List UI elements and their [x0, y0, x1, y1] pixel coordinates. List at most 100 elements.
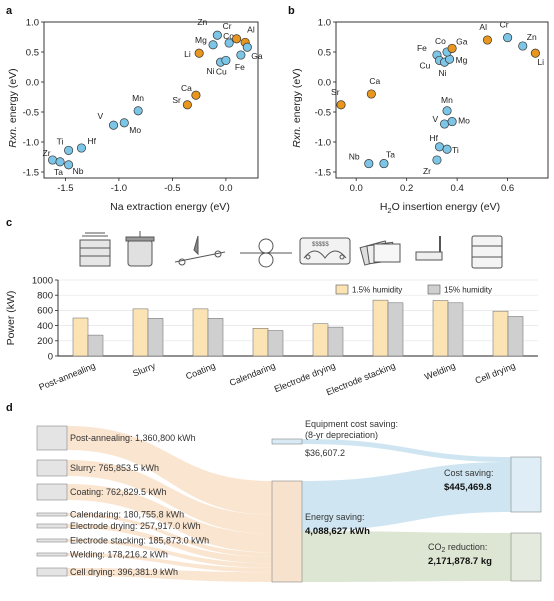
energy-saving-value: 4,088,627 kWh [305, 526, 370, 537]
b-point-Mn [442, 106, 452, 116]
a-point-label-Hf: Hf [87, 136, 96, 146]
a-point-label-Ca: Ca [181, 83, 192, 93]
a-point-Li [194, 48, 204, 58]
co2-title-post: reduction: [445, 542, 487, 552]
a-point-label-Cr: Cr [223, 21, 232, 31]
a-point-label-Ta: Ta [54, 167, 63, 177]
b-point-Cr [503, 33, 513, 43]
a-point-V [109, 120, 119, 130]
equipment-saving-node [271, 438, 303, 445]
a-point-Mn [133, 106, 143, 116]
b-point-label-Cr: Cr [500, 20, 509, 30]
sankey-source-node-2 [36, 483, 68, 501]
b-point-Ti [442, 144, 452, 154]
sankey-flow-source-2 [67, 484, 272, 553]
sankey-flow-source-5 [67, 539, 272, 568]
b-point-label-Zn: Zn [527, 32, 537, 42]
bar-calendaring-15 [267, 330, 284, 357]
equipment-saving-subtitle: (8-yr depreciation) [305, 430, 378, 440]
co2-reduction-title: CO2 reduction: [428, 542, 487, 554]
b-x-axis-title: H2O insertion energy (eV) [380, 201, 500, 215]
b-point-Li [530, 48, 540, 58]
a-point-label-Ga: Ga [251, 51, 263, 61]
sankey-flow-equipment [302, 439, 511, 462]
energy-saving-title: Energy saving: [305, 512, 365, 522]
co2-title-sub: 2 [442, 547, 446, 554]
sankey-source-label-5: Electrode stacking: 185,873.0 kWh [70, 536, 209, 546]
b-point-Ga [447, 43, 457, 53]
a-point-label-V: V [98, 111, 104, 121]
b-y-axis-title-italic: Rxn. [291, 126, 303, 148]
a-point-label-Ni: Ni [207, 66, 215, 76]
b-point-Ta [379, 159, 389, 169]
a-point-Ti [64, 145, 74, 155]
b-point-label-Li: Li [537, 57, 544, 67]
panel-letter-b: b [288, 5, 295, 17]
a-x-axis-title: Na extraction energy (eV) [110, 201, 230, 213]
sankey-flow-source-0 [67, 426, 272, 515]
b-point-label-Ga: Ga [456, 36, 468, 46]
b-point-label-Al: Al [479, 22, 487, 32]
c-y-tick-label: 0 [48, 351, 53, 362]
b-point-label-Ta: Ta [386, 150, 395, 160]
b-x-tick-label: 0.2 [400, 183, 413, 194]
panel-letter-c: c [6, 217, 12, 229]
legend-label-15: 15% humidity [444, 286, 492, 295]
a-x-tick-label: -1.0 [111, 183, 127, 194]
legend-swatch-1.5 [335, 284, 349, 295]
calendaring-icon [240, 238, 292, 268]
b-point-label-Mn: Mn [441, 95, 453, 105]
a-y-tick-label: 0.5 [26, 47, 39, 58]
bar-coating-15 [207, 318, 224, 357]
a-point-Ta [55, 157, 65, 167]
legend-swatch-15 [427, 284, 441, 295]
a-y-tick-label: 0.0 [26, 77, 39, 88]
b-point-label-Ni: Ni [439, 68, 447, 78]
b-y-tick-label: -1.5 [315, 167, 331, 178]
a-y-tick-label: -0.5 [23, 107, 39, 118]
a-point-Ga [242, 42, 252, 52]
bar-cell-drying-15 [507, 316, 524, 357]
coating-icon [174, 235, 226, 266]
panel-letter-d: d [6, 402, 13, 414]
a-plot-frame [43, 21, 259, 179]
bar-electrode-drying-15 [327, 326, 344, 357]
b-plot-frame [335, 21, 549, 179]
a-point-Mg [208, 40, 218, 50]
slurry-icon [125, 231, 155, 267]
a-point-Co [224, 38, 234, 48]
a-y-axis-title-italic: Rxn. [7, 126, 19, 148]
b-point-label-Ca: Ca [369, 76, 380, 86]
sankey-flow-source-3 [67, 513, 272, 557]
c-category-label: Cell drying [474, 361, 517, 386]
b-point-label-Nb: Nb [349, 152, 360, 162]
a-point-label-Fe: Fe [235, 62, 245, 72]
b-x-axis-title-sub: 2 [387, 206, 391, 215]
a-point-label-Li: Li [184, 49, 191, 59]
c-category-label: Welding [423, 361, 457, 382]
b-y-axis-title-rest: energy (eV) [291, 68, 303, 126]
c-y-tick-label: 600 [37, 306, 53, 317]
a-point-Cr [232, 34, 242, 44]
c-legend: 1.5% humidity 15% humidity [335, 284, 492, 295]
c-y-tick-label: 1000 [32, 275, 53, 286]
bar-welding-1.5 [432, 300, 449, 357]
sankey-source-label-4: Electrode drying: 257,917.0 kWh [70, 521, 201, 531]
b-point-label-Cu: Cu [419, 60, 430, 70]
post-annealing-icon [79, 232, 111, 267]
sankey-source-label-7: Cell drying: 396,381.9 kWh [70, 567, 178, 577]
a-point-Fe [236, 50, 246, 60]
panel-letter-a: a [6, 5, 13, 17]
bar-post-annealing-15 [87, 334, 104, 357]
bar-cell-drying-1.5 [492, 310, 509, 357]
b-x-axis-title-post: O insertion energy (eV) [392, 201, 501, 213]
b-point-label-Hf: Hf [429, 133, 438, 143]
b-point-Zr [432, 155, 442, 165]
a-point-Sr [182, 100, 192, 110]
bar-coating-1.5 [192, 308, 209, 357]
b-point-label-Mo: Mo [458, 116, 470, 126]
svg-text:$$$$$: $$$$$ [312, 242, 329, 248]
a-y-tick-label: -1.0 [23, 137, 39, 148]
equipment-saving-value: $36,607.2 [305, 448, 345, 458]
